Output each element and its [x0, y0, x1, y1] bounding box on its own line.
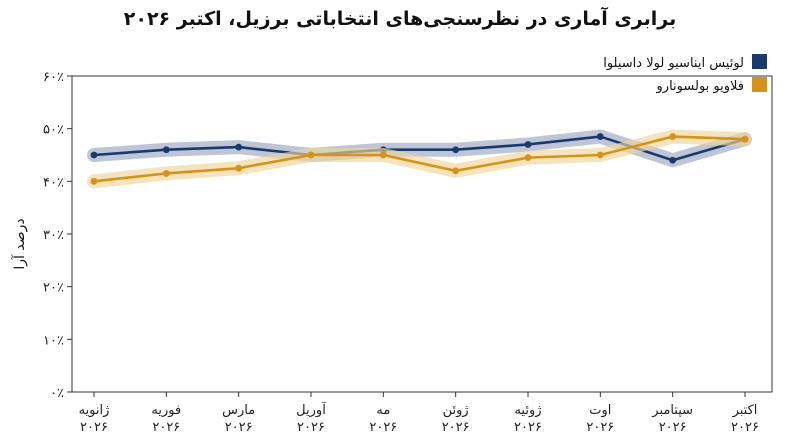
data-point-1-0	[90, 177, 98, 185]
data-point-1-8	[669, 133, 677, 140]
data-point-1-2	[235, 164, 243, 172]
data-point-0-7	[596, 133, 604, 140]
x-tick-label: مارس	[222, 403, 255, 418]
x-tick-label: مه	[376, 403, 390, 418]
x-tick-label: ژانویه	[79, 403, 110, 418]
x-tick-label: فوریه	[151, 403, 181, 418]
series-line-1	[93, 135, 746, 183]
x-tick-label-year: ۲۰۲۶	[514, 420, 542, 435]
data-point-1-6	[524, 154, 532, 162]
data-point-1-1	[162, 170, 170, 177]
y-tick-label: ۵۰٪	[43, 123, 64, 138]
data-point-1-4	[379, 151, 387, 159]
data-point-0-5	[452, 146, 460, 154]
x-tick-label-year: ۲۰۲۶	[586, 420, 614, 435]
data-point-0-0	[90, 151, 98, 159]
x-tick-label-year: ۲۰۲۶	[369, 420, 397, 435]
x-tick-label-year: ۲۰۲۶	[152, 420, 180, 435]
x-tick-label-year: ۲۰۲۶	[442, 420, 470, 435]
x-tick-label: سپتامبر	[651, 403, 693, 418]
data-point-0-1	[162, 146, 170, 154]
y-tick-label: ۶۰٪	[43, 70, 64, 85]
legend-swatch-0	[752, 54, 767, 69]
data-point-0-2	[235, 143, 243, 151]
legend-label-1: فلاویو بولسونارو	[656, 79, 744, 94]
x-tick-label: اکتبر	[732, 403, 758, 418]
x-tick-label: اوت	[589, 403, 611, 418]
x-tick-label: ژوئیه	[514, 403, 541, 418]
data-point-1-5	[452, 167, 460, 175]
data-point-1-3	[307, 151, 315, 159]
x-tick-label: ژوئن	[443, 403, 469, 418]
data-point-1-7	[596, 151, 604, 159]
y-tick-label: ۱۰٪	[43, 333, 64, 348]
data-point-0-6	[524, 141, 532, 148]
x-tick-label-year: ۲۰۲۶	[297, 420, 325, 435]
plot-frame	[71, 75, 773, 393]
x-tick-label: آوریل	[296, 401, 327, 418]
legend-label-0: لوئیس ایناسیو لولا داسیلوا	[603, 56, 744, 71]
y-tick-label: ۳۰٪	[43, 228, 64, 243]
x-tick-label-year: ۲۰۲۶	[225, 420, 253, 435]
legend-swatch-1	[752, 77, 767, 92]
data-point-0-8	[669, 156, 677, 164]
y-tick-label: ۴۰٪	[43, 175, 64, 190]
y-tick-label: ۲۰٪	[43, 281, 64, 296]
x-tick-label-year: ۲۰۲۶	[731, 420, 759, 435]
data-point-1-9	[741, 135, 749, 143]
y-axis-label: درصد آرا	[11, 218, 28, 269]
x-tick-label-year: ۲۰۲۶	[80, 420, 108, 435]
y-tick-label: ۰٪	[50, 386, 64, 401]
x-tick-label-year: ۲۰۲۶	[659, 420, 687, 435]
chart-title: برابری آماری در نظرسنجی‌های انتخاباتی بر…	[123, 8, 677, 30]
